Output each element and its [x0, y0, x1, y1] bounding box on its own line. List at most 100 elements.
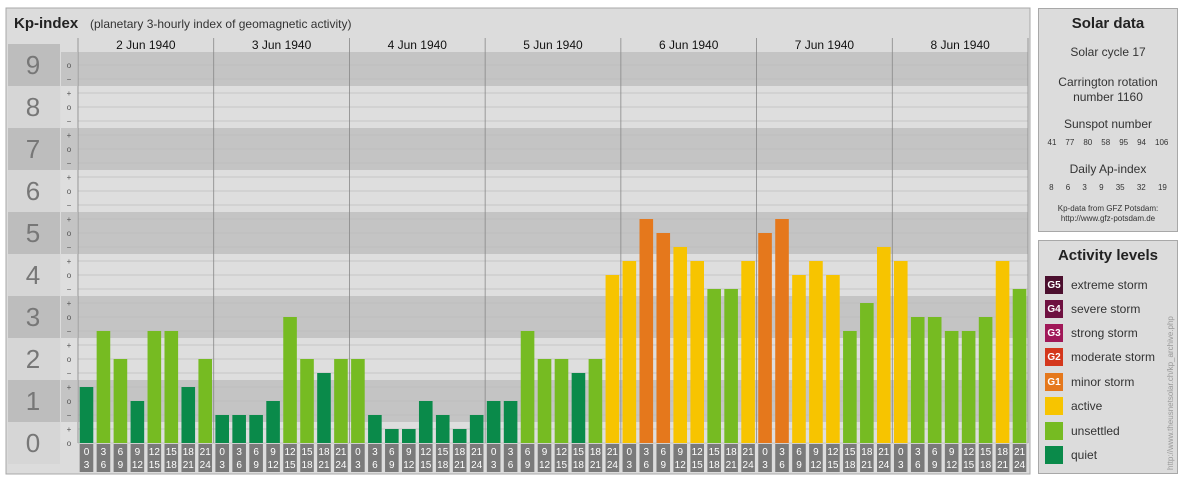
x-label-box [215, 444, 229, 472]
kp-bar [605, 275, 620, 443]
x-tick-label: 12 [692, 447, 704, 458]
kp-bar [944, 330, 959, 443]
x-label-box [351, 444, 365, 472]
level-label: strong storm [1071, 326, 1138, 340]
level-label: minor storm [1071, 375, 1135, 389]
x-tick-label: 18 [861, 447, 873, 458]
level-swatch: G4 [1045, 300, 1063, 318]
kp-bar [826, 275, 840, 443]
ap-title: Daily Ap-index [1069, 162, 1147, 176]
sub-tick-label: o [67, 313, 72, 322]
x-tick-label: 21 [607, 447, 619, 458]
kp-bar [961, 330, 976, 443]
x-tick-label: 18 [997, 447, 1009, 458]
x-tick-label: 0 [627, 447, 633, 458]
x-tick-label: 0 [84, 447, 90, 458]
x-label-box [758, 444, 772, 472]
x-tick-label: 3 [779, 447, 785, 458]
credit-line-1: Kp-data from GFZ Potsdam: [1057, 204, 1159, 213]
x-tick-label: 12 [403, 460, 415, 471]
sunspot-value: 95 [1119, 138, 1129, 147]
kp-bar [622, 261, 637, 443]
x-label-box [130, 444, 145, 472]
level-active: active [1045, 396, 1171, 416]
solar-cycle: Solar cycle 17 [1070, 45, 1146, 59]
x-tick-label: 9 [813, 447, 819, 458]
x-tick-label: 21 [183, 460, 195, 471]
x-tick-label: 24 [335, 460, 347, 471]
x-tick-label: 12 [420, 447, 432, 458]
level-swatch: G3 [1045, 324, 1063, 342]
day-label: 5 Jun 1940 [523, 38, 583, 52]
y-tick-label: 5 [26, 218, 40, 248]
kp-bar [758, 233, 772, 443]
ap-value: 6 [1065, 183, 1071, 192]
carrington-line-2: number 1160 [1073, 90, 1143, 104]
x-tick-label: 18 [437, 460, 449, 471]
sub-tick-label: + [67, 173, 72, 182]
x-tick-label: 18 [573, 460, 585, 471]
x-label-box [1012, 444, 1027, 472]
x-tick-label: 0 [491, 447, 497, 458]
kp-bar [775, 219, 789, 443]
x-tick-label: 15 [149, 460, 161, 471]
x-tick-label: 15 [709, 447, 721, 458]
sub-tick-label: + [67, 215, 72, 224]
x-tick-label: 24 [1014, 460, 1026, 471]
x-label-box [571, 444, 586, 472]
x-tick-label: 18 [590, 447, 602, 458]
kp-bar [877, 246, 891, 443]
x-label-box [893, 444, 908, 472]
x-label-box [79, 444, 94, 472]
x-tick-label: 6 [660, 447, 666, 458]
x-label-box [554, 444, 569, 472]
kp-bar [673, 246, 688, 443]
x-tick-label: 6 [101, 460, 107, 471]
x-tick-label: 12 [132, 460, 144, 471]
x-label-box [402, 444, 416, 472]
y-tick-label: 7 [26, 134, 40, 164]
x-label-box [164, 444, 179, 472]
x-tick-label: 18 [166, 460, 178, 471]
x-tick-label: 9 [660, 460, 666, 471]
level-g4: G4 severe storm [1045, 299, 1171, 319]
credit-link[interactable]: http://www.gfz-potsdam.de [1060, 214, 1156, 223]
ap-value: 19 [1157, 183, 1167, 192]
kp-bar [79, 387, 94, 443]
sunspot-values: 41 77 80 58 95 94 106 [1043, 138, 1173, 147]
x-label-box [656, 444, 671, 472]
level-g1: G1 minor storm [1045, 372, 1171, 392]
y-tick-label: 4 [26, 260, 40, 290]
x-label-box [775, 444, 789, 472]
x-tick-label: 15 [437, 447, 449, 458]
kp-chart: Kp-index (planetary 3-hourly index of ge… [5, 7, 1031, 475]
x-label-box [113, 444, 128, 472]
x-tick-label: 9 [406, 447, 412, 458]
x-tick-label: 12 [539, 460, 551, 471]
x-tick-label: 12 [556, 447, 568, 458]
kp-bar [232, 414, 246, 443]
level-label: severe storm [1071, 302, 1141, 316]
watermark-url: http://www.theusnetsolar.ch/kp_archive.p… [1166, 316, 1175, 470]
x-label-box [520, 444, 535, 472]
kp-bar [639, 219, 654, 443]
y-axis-band [8, 296, 60, 338]
y-tick-label: 9 [26, 50, 40, 80]
band [61, 380, 77, 422]
x-tick-label: 0 [355, 447, 361, 458]
x-tick-label: 3 [372, 447, 378, 458]
x-label-box [877, 444, 891, 472]
x-tick-label: 15 [844, 447, 856, 458]
kp-bar [860, 303, 874, 443]
x-tick-label: 15 [573, 447, 585, 458]
x-tick-label: 6 [796, 447, 802, 458]
kp-bar [503, 401, 518, 443]
x-label-box [826, 444, 840, 472]
kp-bar [147, 330, 162, 443]
x-tick-label: 9 [932, 460, 938, 471]
sub-tick-label: − [67, 159, 72, 168]
x-tick-label: 12 [963, 447, 975, 458]
sunspot-title: Sunspot number [1063, 117, 1153, 131]
x-tick-label: 9 [949, 447, 955, 458]
level-quiet: quiet [1045, 445, 1171, 465]
